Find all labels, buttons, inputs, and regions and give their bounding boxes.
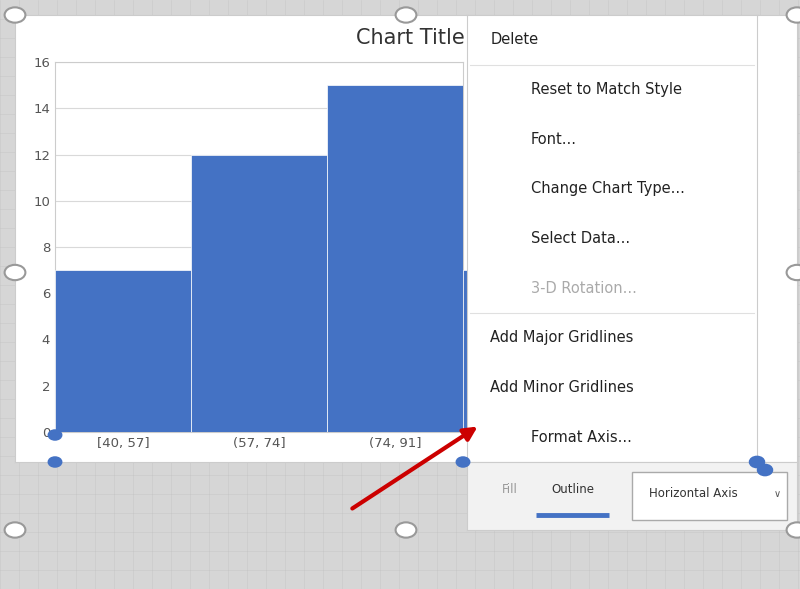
Bar: [55, 270, 191, 432]
Bar: [327, 85, 463, 432]
Text: Add Major Gridlines: Add Major Gridlines: [490, 330, 634, 345]
Text: Reset to Match Style: Reset to Match Style: [531, 82, 682, 97]
Bar: [191, 154, 327, 432]
Text: Select Data...: Select Data...: [531, 231, 630, 246]
Text: Delete: Delete: [490, 32, 538, 47]
Text: Outline: Outline: [551, 483, 594, 496]
Text: Change Chart Type...: Change Chart Type...: [531, 181, 685, 196]
FancyBboxPatch shape: [632, 472, 787, 520]
Text: Add Minor Gridlines: Add Minor Gridlines: [490, 380, 634, 395]
Text: Horizontal Axis: Horizontal Axis: [649, 488, 738, 501]
Text: ∨: ∨: [774, 489, 781, 499]
Text: Chart Title: Chart Title: [356, 28, 464, 48]
Text: Format Axis...: Format Axis...: [531, 429, 632, 445]
Text: Fill: Fill: [502, 483, 518, 496]
Text: Font...: Font...: [531, 132, 577, 147]
Bar: [463, 270, 475, 432]
Text: (91, 108]: (91, 108]: [583, 448, 645, 462]
Text: 3-D Rotation...: 3-D Rotation...: [531, 281, 637, 296]
